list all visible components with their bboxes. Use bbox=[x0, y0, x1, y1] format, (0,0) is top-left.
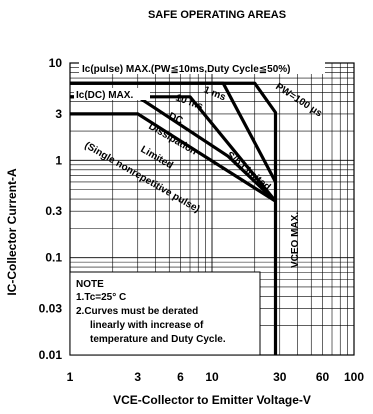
x-tick-label: 6 bbox=[177, 370, 184, 384]
x-tick-label: 100 bbox=[344, 370, 364, 384]
note-line-3: linearly with increase of bbox=[90, 320, 204, 331]
grid bbox=[70, 63, 354, 355]
y-tick-label: 0.03 bbox=[39, 302, 63, 316]
x-axis-title: VCE-Collector to Emitter Voltage-V bbox=[113, 393, 311, 407]
series-line-dissipation bbox=[70, 112, 277, 203]
y-tick-label: 10 bbox=[49, 56, 63, 70]
y-tick-label: 1 bbox=[55, 153, 62, 167]
note-line-0: NOTE bbox=[76, 279, 104, 290]
x-tick-label: 3 bbox=[134, 370, 141, 384]
x-tick-label: 1 bbox=[67, 370, 74, 384]
ticks: 1 3 6 10 30 60 100 10 3 1 0.3 0.1 0.03 0.01 bbox=[39, 56, 365, 384]
y-tick-label: 3 bbox=[55, 107, 62, 121]
note-line-1: 1.Tc=25° C bbox=[76, 292, 126, 303]
label-ic-dc: Ic(DC) MAX. bbox=[76, 90, 133, 101]
x-tick-label: 60 bbox=[316, 370, 330, 384]
x-tick-label: 30 bbox=[273, 370, 287, 384]
y-tick-label: 0.3 bbox=[45, 204, 62, 218]
label-vceo: VCEO MAX. bbox=[290, 212, 301, 268]
x-tick-label: 10 bbox=[205, 370, 219, 384]
chart-title: SAFE OPERATING AREAS bbox=[148, 9, 286, 21]
y-tick-label: 0.1 bbox=[45, 251, 62, 265]
note-box: NOTE 1.Tc=25° C 2.Curves must be derated… bbox=[69, 271, 261, 356]
y-axis-title: IC-Collector Current-A bbox=[5, 168, 19, 296]
label-ic-pulse: Ic(pulse) MAX.(PW≦10ms,Duty Cycle≦50%) bbox=[82, 64, 290, 75]
note-line-4: temperature and Duty Cycle. bbox=[90, 334, 226, 345]
y-tick-label: 0.01 bbox=[39, 348, 63, 362]
series-line-pw1ms bbox=[70, 81, 277, 183]
note-line-2: 2.Curves must be derated bbox=[76, 306, 198, 317]
